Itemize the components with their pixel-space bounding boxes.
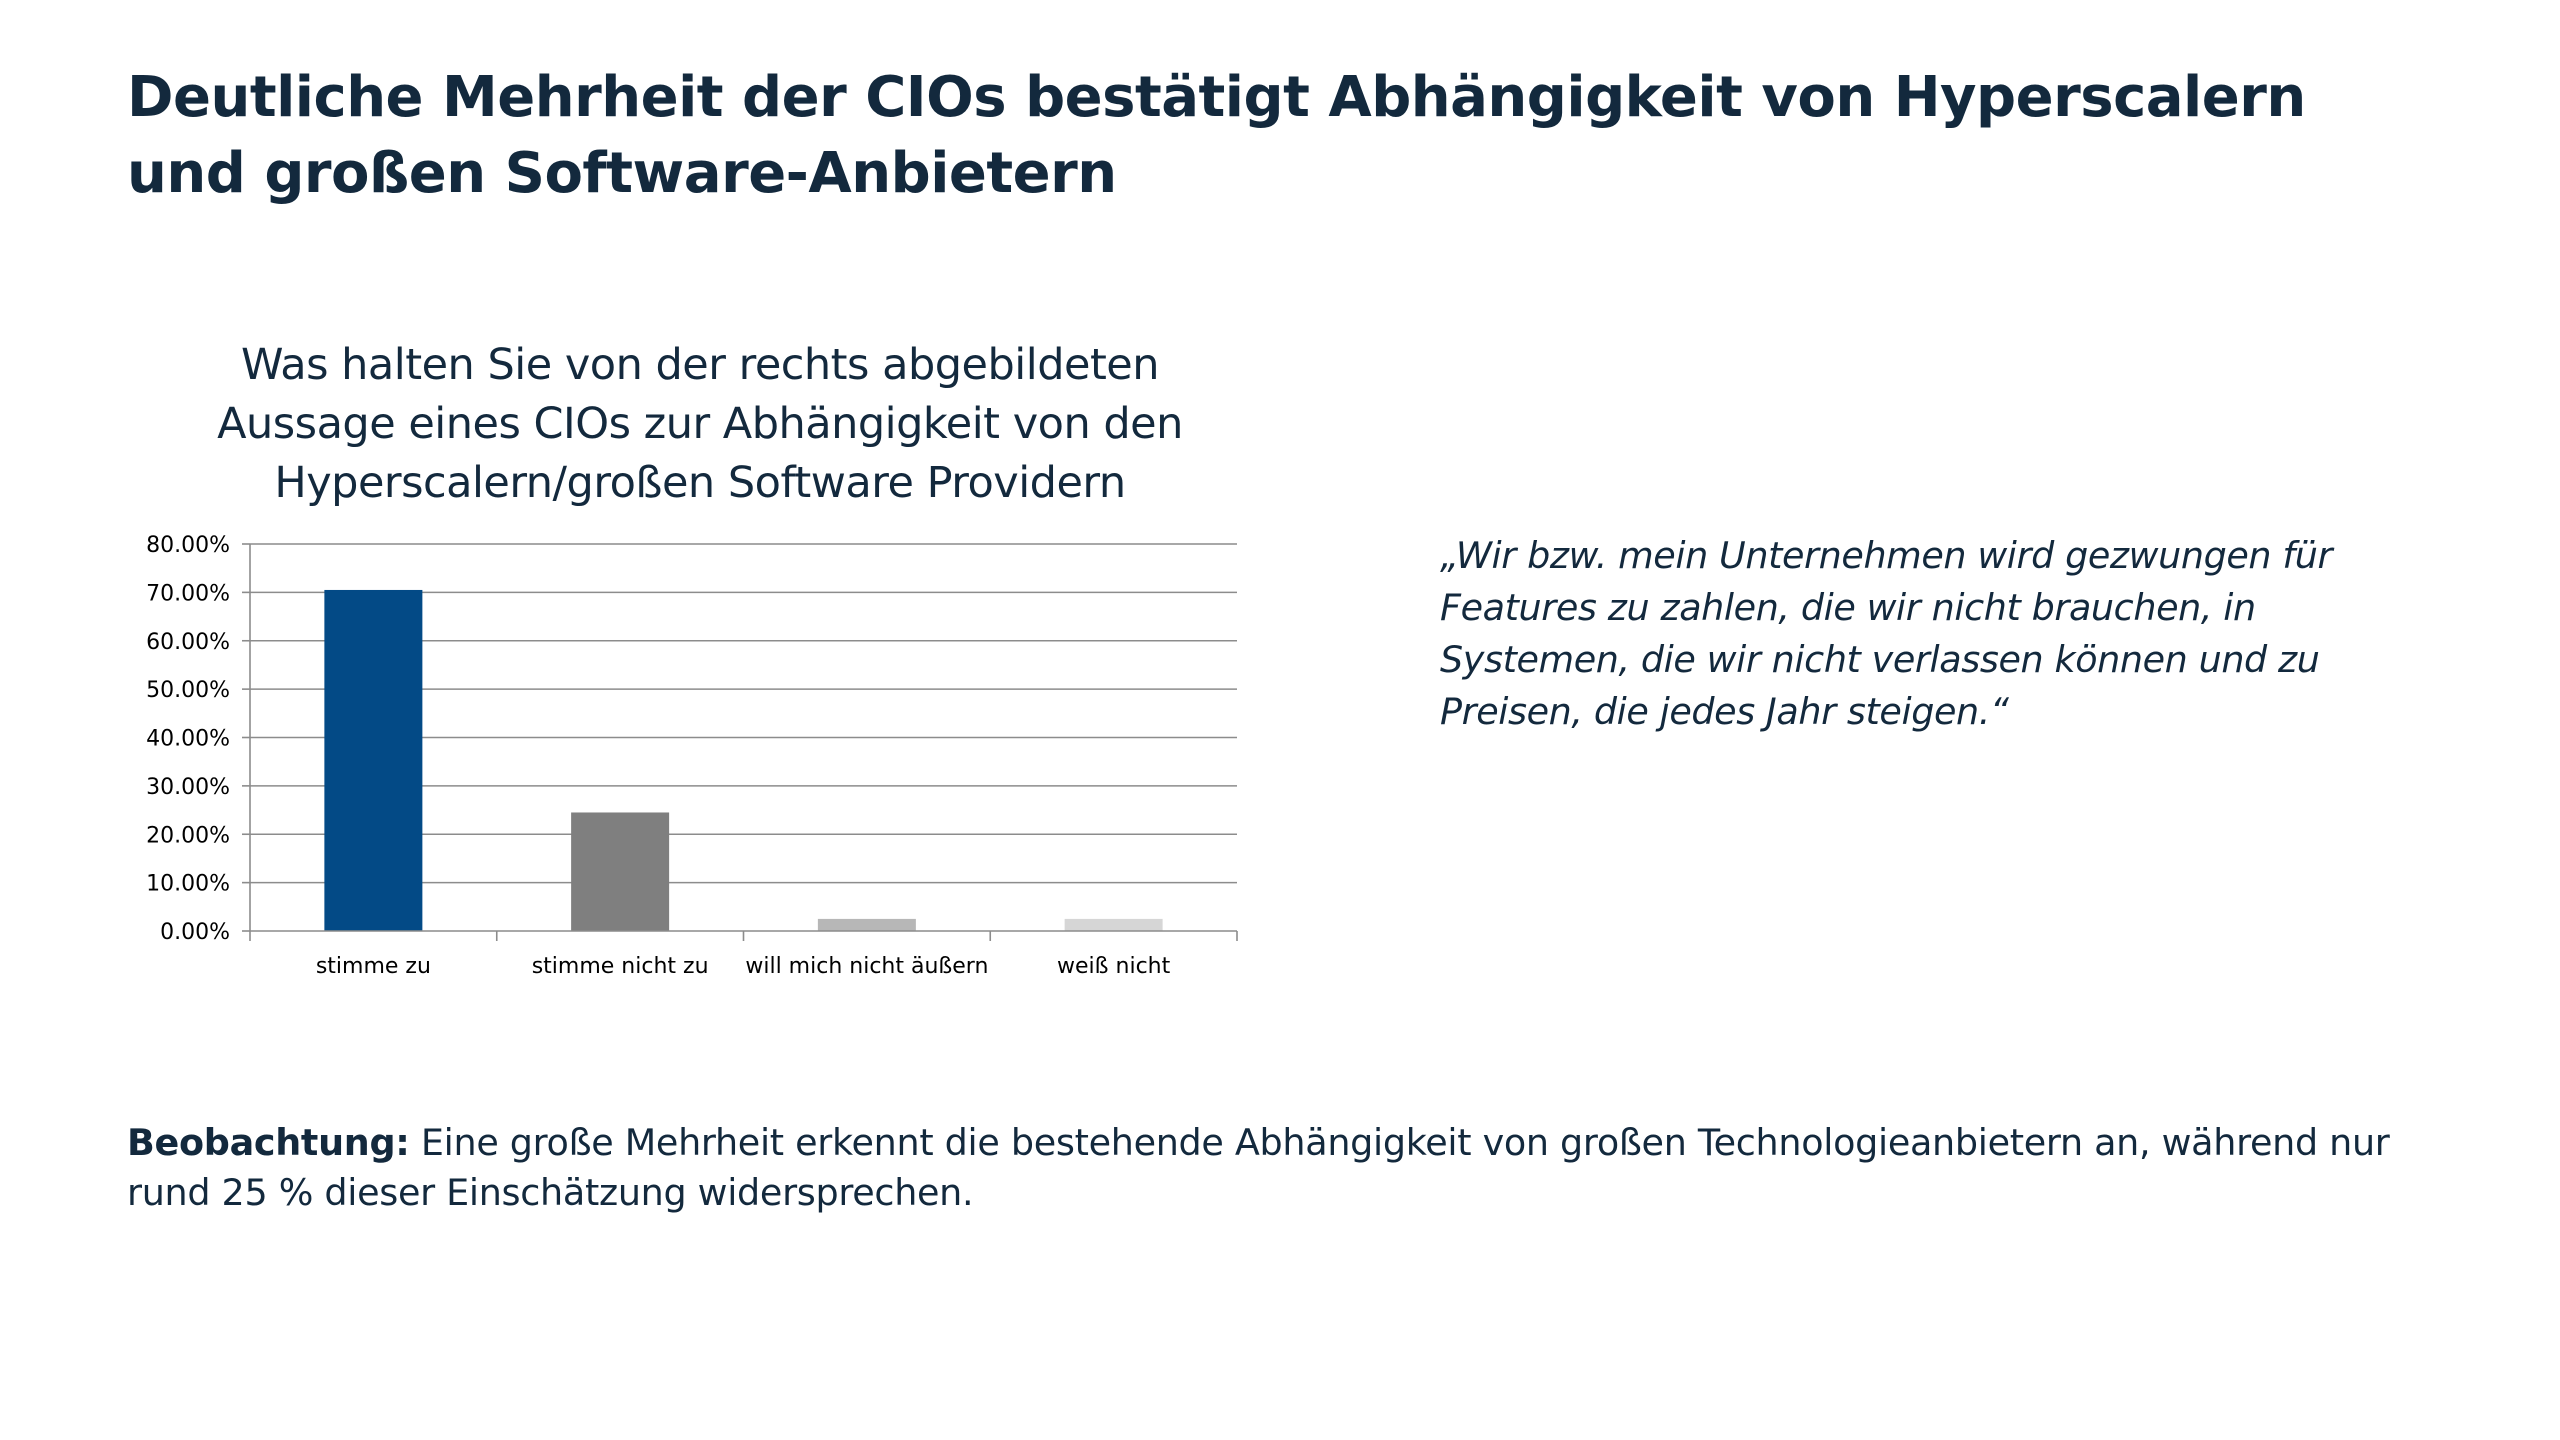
x-category-label: stimme zu — [316, 954, 431, 979]
page-title: Deutliche Mehrheit der CIOs bestätigt Ab… — [127, 65, 2306, 206]
bar-4 — [1064, 918, 1163, 931]
bar-1 — [324, 589, 423, 931]
y-tick-label: 70.00% — [146, 581, 230, 606]
x-category-label: will mich nicht äußern — [745, 954, 988, 979]
chart-title: Was halten Sie von der rechts abgebildet… — [217, 340, 1183, 508]
cio-quote: „Wir bzw. mein Unternehmen wird gezwunge… — [1440, 534, 2333, 733]
bar-chart: 0.00% 10.00% 20.00% 30.00% 40.00% 50.00% 60.00… — [146, 533, 1238, 979]
y-tick-label: 60.00% — [146, 630, 230, 655]
y-tick-label: 10.00% — [146, 872, 230, 897]
bar-2 — [571, 812, 670, 931]
y-tick-label: 40.00% — [146, 727, 230, 752]
bar-3 — [817, 918, 916, 931]
y-tick-label: 20.00% — [146, 823, 230, 848]
observation-text: Eine große Mehrheit erkennt die bestehen… — [127, 1121, 2390, 1214]
x-category-label: stimme nicht zu — [532, 954, 709, 979]
y-tick-label: 80.00% — [146, 533, 230, 558]
observation-label: Beobachtung: — [127, 1121, 410, 1164]
y-tick-label: 0.00% — [160, 920, 230, 945]
x-axis-labels: stimme zu stimme nicht zu will mich nicht … — [316, 954, 1171, 979]
y-axis-ticks: 0.00% 10.00% 20.00% 30.00% 40.00% 50.00% 60.00… — [146, 533, 250, 945]
x-category-label: weiß nicht — [1057, 954, 1171, 979]
y-tick-label: 50.00% — [146, 678, 230, 703]
axes — [249, 544, 1238, 941]
y-tick-label: 30.00% — [146, 775, 230, 800]
bars — [324, 589, 1163, 931]
observation-paragraph: Beobachtung: Eine große Mehrheit erkennt… — [127, 1118, 2427, 1218]
